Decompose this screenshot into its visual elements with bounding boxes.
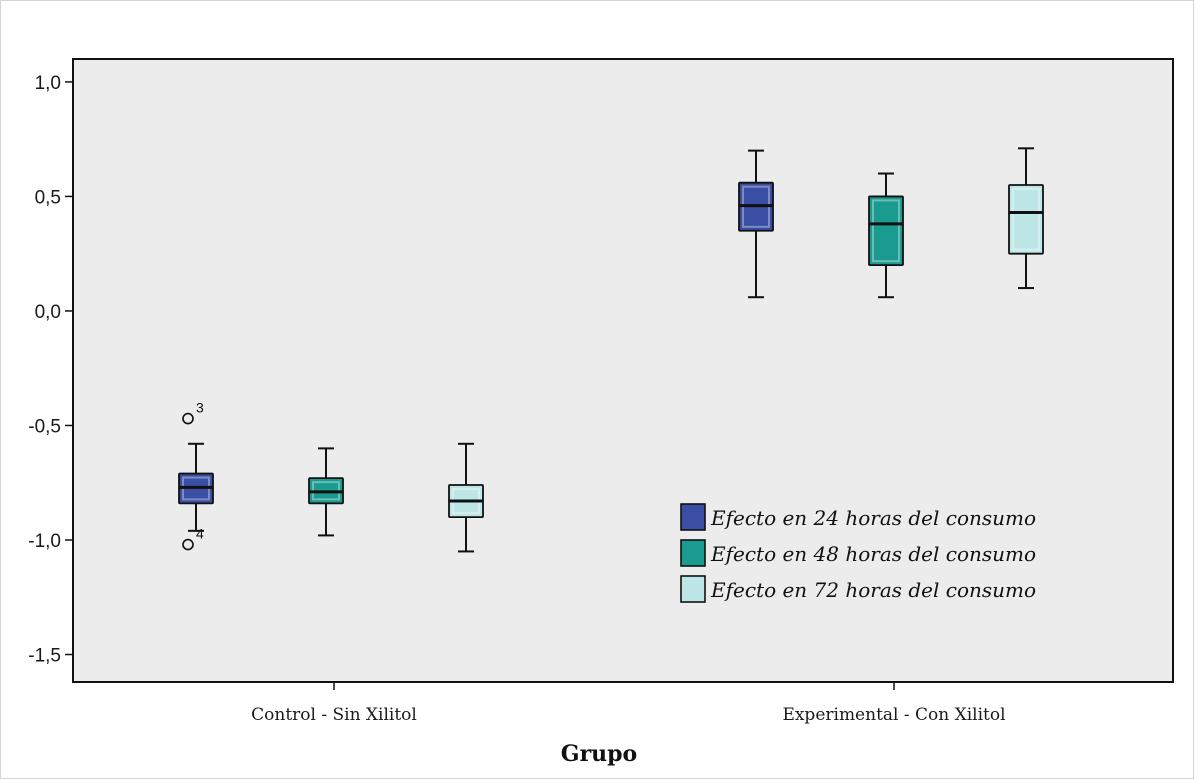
iqr-box: [868, 195, 904, 267]
y-tick-label: 1,0: [35, 73, 61, 94]
outlier-label: 3: [196, 400, 204, 416]
box-highlight: [1012, 187, 1040, 251]
legend-label: Efecto en 72 horas del consumo: [710, 578, 1036, 602]
box-3-1: [448, 442, 484, 553]
iqr-box: [1008, 184, 1044, 255]
y-tick-label: 0,5: [35, 187, 61, 208]
box-highlight: [872, 199, 900, 263]
legend-label: Efecto en 24 horas del consumo: [710, 506, 1036, 530]
y-tick-label: -1,5: [28, 646, 61, 667]
y-tick-label: -0,5: [28, 416, 61, 437]
box-1-2: [738, 149, 774, 299]
outlier-point: [182, 538, 194, 551]
outlier-label: 4: [196, 526, 204, 542]
plot-area: [72, 58, 1174, 683]
box-3-2: [1008, 147, 1044, 290]
x-axis-title: Grupo: [561, 741, 637, 767]
x-tick-label: Experimental - Con Xilitol: [782, 705, 1005, 725]
y-tick-label: -1,0: [28, 531, 61, 552]
y-axis: 1,0 0,5 0,0 -0,5 -1,0 -1,5: [28, 73, 73, 667]
legend-swatch: [680, 539, 706, 567]
x-axis: Control - Sin Xilitol Experimental - Con …: [251, 682, 1006, 725]
box-2-2: [868, 172, 904, 299]
y-tick-label: 0,0: [35, 302, 61, 323]
x-tick-label: Control - Sin Xilitol: [251, 705, 417, 725]
legend-label: Efecto en 48 horas del consumo: [710, 542, 1036, 566]
legend-swatch: [680, 575, 706, 603]
box-2-1: [308, 447, 344, 537]
outlier-point: [182, 412, 194, 425]
box-groups: 34: [178, 147, 1044, 553]
legend: Efecto en 24 horas del consumo Efecto en …: [680, 503, 1036, 603]
box-1-1: 34: [178, 400, 214, 551]
legend-swatch: [680, 503, 706, 531]
